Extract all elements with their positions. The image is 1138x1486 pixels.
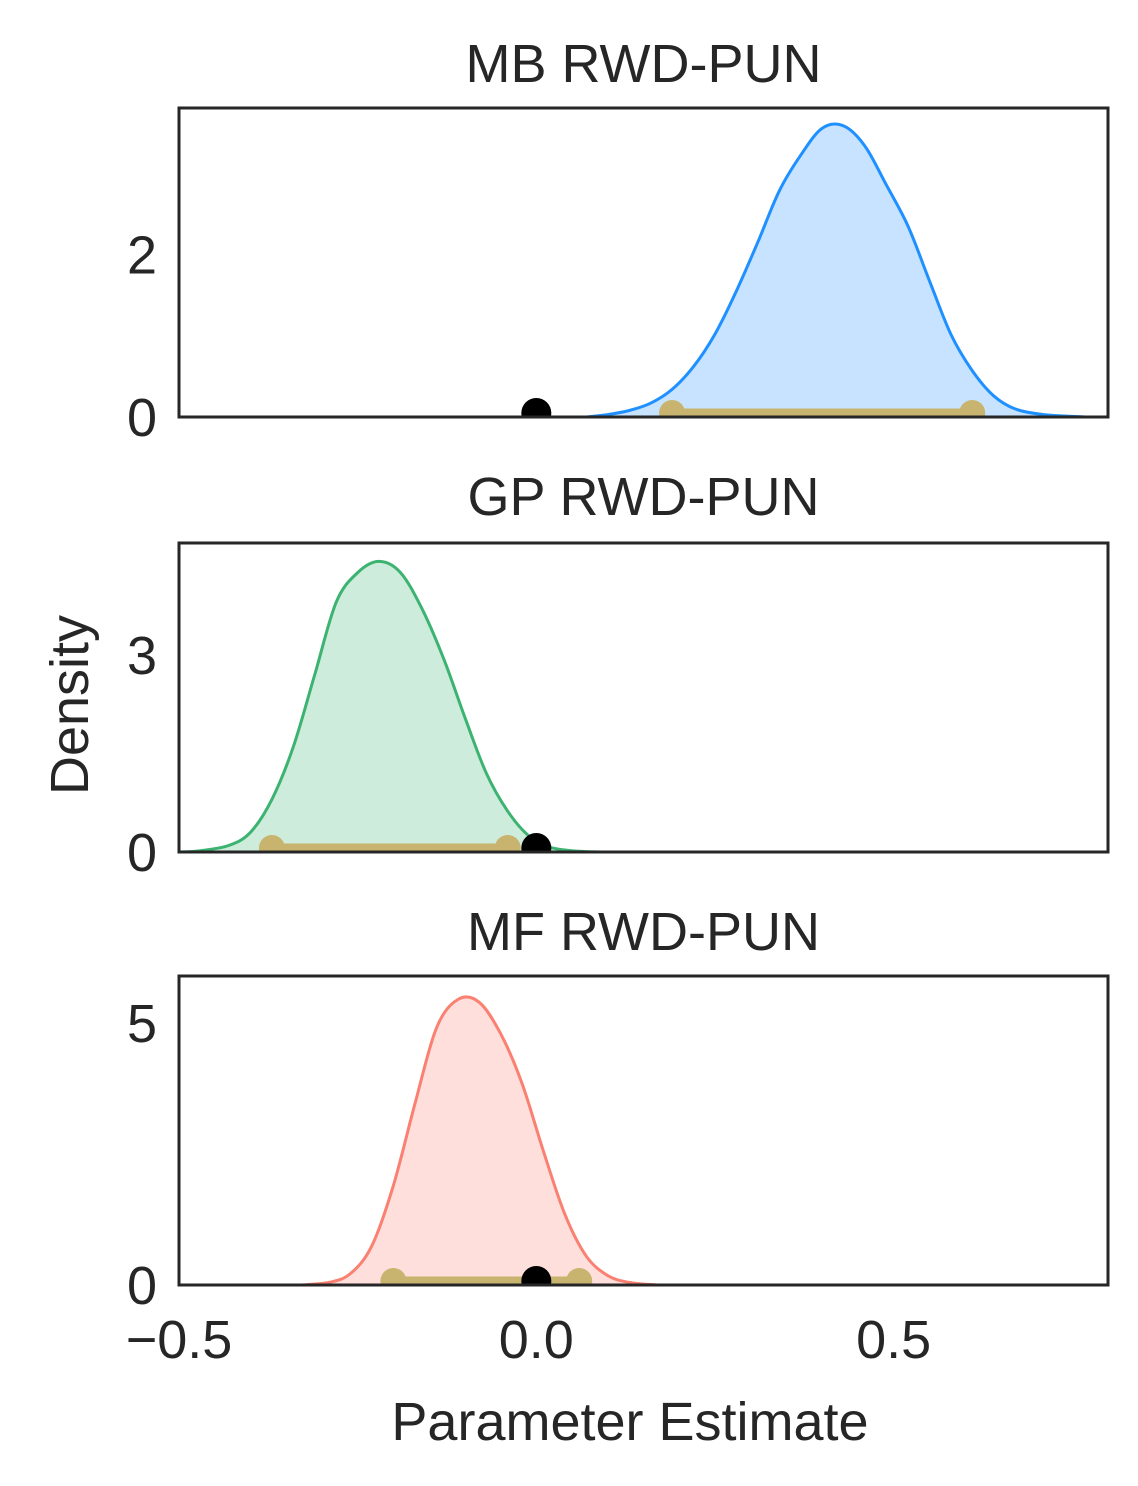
density-area [300,996,658,1285]
panel-gp: GP RWD-PUN 0 3 [127,467,1110,883]
density-line [586,122,1087,417]
credible-interval-high [494,835,521,852]
credible-interval-high [566,1268,593,1285]
zero-marker [521,398,552,417]
credible-interval-low [659,400,686,417]
y-tick-label: 5 [127,994,157,1054]
density-line [300,995,658,1285]
y-tick-label: 0 [127,1256,157,1316]
panel-frame [177,974,1110,1287]
panel-title: GP RWD-PUN [467,467,819,527]
panel-mb: MB RWD-PUN 0 2 [127,34,1110,448]
y-tick-label: 2 [127,225,157,285]
panel-frame [177,541,1110,854]
zero-marker [521,1266,552,1285]
credible-interval-low [380,1268,407,1285]
density-line [179,559,608,852]
y-tick-label: 0 [127,388,157,448]
x-axis-ticks: −0.5 0.0 0.5 [126,1310,931,1370]
panel-frame [177,106,1110,419]
panel-mf: MF RWD-PUN 0 5 [127,902,1110,1316]
zero-marker [521,833,552,852]
x-axis-label: Parameter Estimate [391,1392,868,1452]
x-tick-label: 0.5 [856,1310,931,1370]
y-tick-label: 3 [127,626,157,686]
density-area [586,124,1087,417]
density-area [179,561,608,852]
x-tick-label: −0.5 [126,1310,233,1370]
panel-title: MF RWD-PUN [467,902,820,962]
y-axis-label: Density [40,615,100,795]
credible-interval-high [959,400,986,417]
credible-interval-low [258,835,285,852]
y-tick-label: 0 [127,823,157,883]
panel-title: MB RWD-PUN [466,34,822,94]
x-tick-label: 0.0 [499,1310,574,1370]
